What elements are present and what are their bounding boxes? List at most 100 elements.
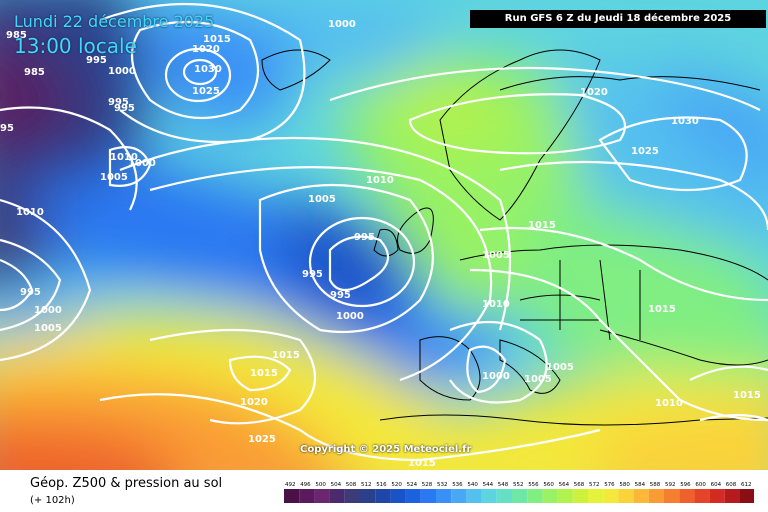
isobar-label: 1000 [328,19,356,30]
scale-tick-label: 576 [604,482,615,488]
isobar-label: 1010 [110,152,138,163]
isobar-label: 95 [0,123,14,134]
run-info-banner: Run GFS 6 Z du Jeudi 18 décembre 2025 [470,10,766,28]
isobar-label: 995 [108,97,129,108]
isobar-label: 995 [330,290,351,301]
scale-tick-label: 580 [619,482,630,488]
scale-swatch [618,489,634,503]
weather-map: 985 1000 1015 1020 1030 1025 995 1000 985 995 995 9… [0,0,768,470]
scale-swatch [466,489,482,503]
scale-tick-label: 600 [695,482,706,488]
isobar-label: 995 [114,103,135,114]
isobar-label: 1015 [203,34,231,45]
isobar-label: 1005 [34,323,62,334]
isobar-label: 1000 [482,371,510,382]
scale-tick-label: 492 [285,482,296,488]
scale-swatch [557,489,573,503]
isobar-label: 995 [86,55,107,66]
isobar-label: 1025 [631,146,659,157]
isobar-label: 1010 [482,299,510,310]
isobar-label: 1025 [192,86,220,97]
scale-tick-label: 532 [437,482,448,488]
scale-tick-label: 592 [665,482,676,488]
scale-tick-label: 612 [741,482,752,488]
scale-tick-label: 516 [376,482,387,488]
isobar-label: 1015 [272,350,300,361]
color-scale: 492 496 500 504 508 512 516 520 524 528 532 536 540 5… [284,482,754,503]
isobar-label: 1015 [648,304,676,315]
isobar-label: 995 [302,269,323,280]
isobars [0,2,768,462]
isobar-label: 1005 [546,362,574,373]
scale-tick-label: 504 [331,482,342,488]
isobar-label: 1000 [34,305,62,316]
isobar-label: 1000 [108,66,136,77]
scale-swatch [451,489,467,503]
scale-swatch [709,489,725,503]
legend-bar: Géop. Z500 & pression au sol (+ 102h) 49… [0,470,768,512]
scale-tick-label: 536 [452,482,463,488]
scale-swatch [588,489,604,503]
scale-swatch [390,489,406,503]
forecast-date: Lundi 22 décembre 2025 [14,12,215,31]
scale-tick-label: 608 [726,482,737,488]
scale-tick-label: 540 [467,482,478,488]
scale-tick-label: 508 [346,482,357,488]
scale-swatch [299,489,315,503]
scale-swatch [664,489,680,503]
scale-tick-label: 596 [680,482,691,488]
scale-tick-label: 568 [574,482,585,488]
scale-swatch [360,489,376,503]
isobar-label: 1005 [100,172,128,183]
scale-tick-label: 564 [559,482,570,488]
scale-tick-label: 512 [361,482,372,488]
isobar-label: 995 [20,287,41,298]
scale-swatch [375,489,391,503]
scale-swatch [572,489,588,503]
isobar-label: 1015 [528,220,556,231]
scale-swatch [542,489,558,503]
isobar-label: 1015 [250,368,278,379]
isobar-label: 1025 [248,434,276,445]
scale-tick-label: 524 [407,482,418,488]
scale-tick-label: 556 [528,482,539,488]
isobar-label: 1015 [733,390,761,401]
scale-swatch [724,489,740,503]
scale-swatch [405,489,421,503]
scale-swatch [648,489,664,503]
scale-tick-label: 572 [589,482,600,488]
isobar-label: 1020 [192,44,220,55]
scale-swatch [527,489,543,503]
isobar-label: 1010 [366,175,394,186]
scale-tick-label: 496 [300,482,311,488]
scale-tick-label: 548 [498,482,509,488]
scale-swatch [436,489,452,503]
scale-swatch [603,489,619,503]
isobar-label: 1005 [482,250,510,261]
scale-tick-label: 560 [543,482,554,488]
isobar-label: 1010 [16,207,44,218]
scale-swatch [496,489,512,503]
scale-swatch [314,489,330,503]
scale-tick-label: 520 [391,482,402,488]
isobar-label: 1010 [655,398,683,409]
scale-swatch [679,489,695,503]
legend-title: Géop. Z500 & pression au sol [30,476,223,491]
map-canvas: 9851000101510201030102599510009859959959… [0,0,768,470]
scale-tick-label: 544 [483,482,494,488]
scale-swatch [284,489,300,503]
scale-tick-label: 584 [635,482,646,488]
isobar-label: 1005 [524,374,552,385]
scale-swatch [512,489,528,503]
scale-tick-label: 528 [422,482,433,488]
scale-swatch [633,489,649,503]
isobar-label: 1030 [671,116,699,127]
scale-swatch [344,489,360,503]
isobar-labels: 9851000101510201030102599510009859959959… [0,19,761,469]
scale-swatch [694,489,710,503]
scale-tick-label: 552 [513,482,524,488]
isobar-label: 1005 [308,194,336,205]
isobar-label: 1000 [336,311,364,322]
scale-tick-label: 588 [650,482,661,488]
isobar-label: 1020 [240,397,268,408]
